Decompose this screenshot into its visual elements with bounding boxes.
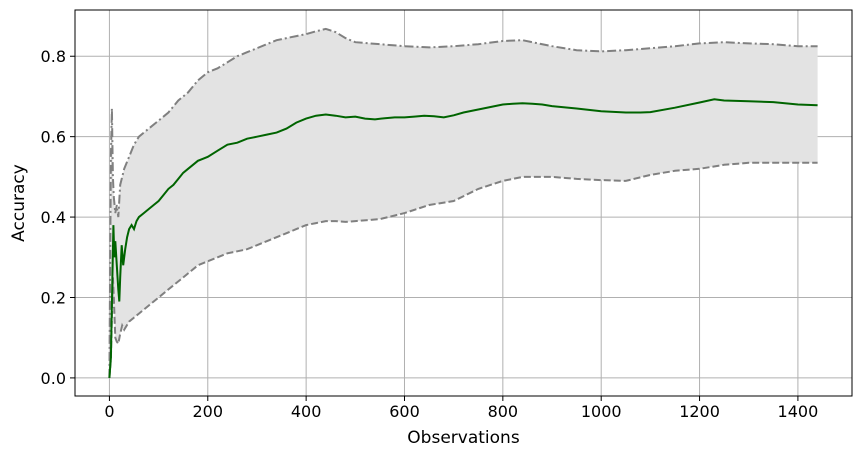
y-axis-ticks: 0.0 0.2 0.4 0.6 0.8 [41,47,75,388]
upper-bound-line [108,27,818,378]
y-tick-label: 0.2 [41,288,66,307]
x-tick-label: 0 [104,402,114,421]
confidence-band [109,28,818,378]
y-tick-label: 0.8 [41,47,66,66]
x-axis-ticks: 0 200 400 600 800 1000 1200 1400 [104,396,818,421]
y-axis-label: Accuracy [9,164,29,242]
x-tick-label: 1200 [679,402,720,421]
plot-frame [74,9,853,397]
y-tick-label: 0.4 [41,208,66,227]
x-tick-label: 800 [488,402,519,421]
lower-bound-line [108,161,818,378]
x-tick-label: 400 [291,402,322,421]
x-tick-label: 600 [389,402,420,421]
x-axis-label: Observations [407,428,520,448]
x-tick-label: 200 [193,402,224,421]
y-tick-label: 0.6 [41,128,66,147]
x-tick-label: 1400 [778,402,819,421]
x-tick-label: 1000 [581,402,622,421]
mean-accuracy-line [108,98,818,378]
y-tick-label: 0.0 [41,369,66,388]
